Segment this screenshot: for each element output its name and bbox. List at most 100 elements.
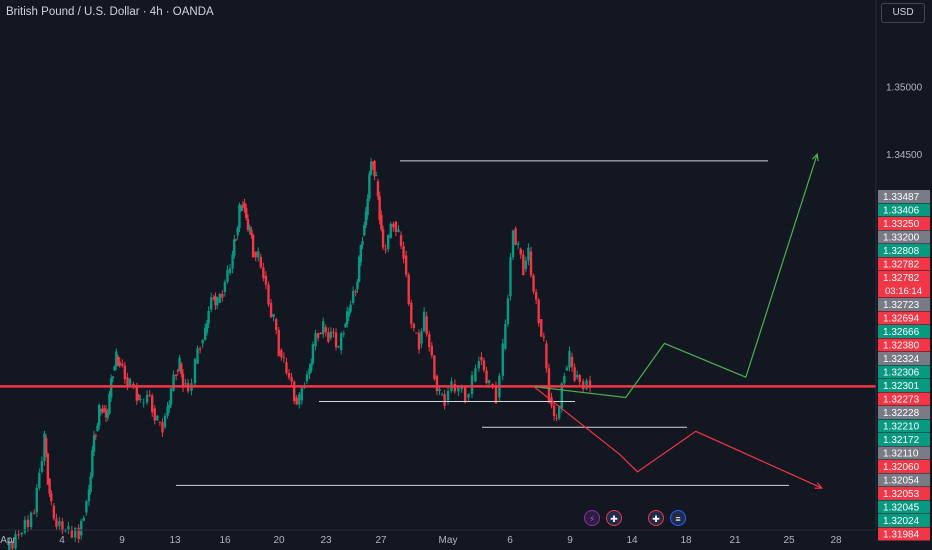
candle-body (460, 387, 463, 390)
candle-body (440, 394, 444, 396)
gb-flag-icon[interactable]: ✚ (606, 510, 622, 526)
candle-body (287, 373, 291, 378)
price-label-badge (878, 446, 930, 460)
candle-body (430, 346, 434, 356)
price-label: 1.33487 (883, 192, 920, 203)
candle-body (290, 377, 293, 382)
candle-body (46, 453, 50, 485)
candle-body (135, 385, 139, 401)
price-label-badge (878, 460, 930, 473)
candle-body (126, 377, 129, 387)
x-tick-label: 27 (375, 535, 387, 546)
candle-body (511, 230, 515, 258)
lightning-icon[interactable]: ⚡ (584, 510, 600, 526)
price-label: 1.32301 (883, 381, 920, 392)
candle-body (17, 534, 20, 536)
candle-body (570, 356, 574, 368)
candle-body (254, 251, 257, 258)
candle-body (226, 270, 229, 283)
candle-body (137, 394, 140, 400)
candle-body (38, 472, 41, 488)
candle-body (357, 256, 361, 282)
candle-body (103, 408, 106, 410)
candle-body (324, 327, 327, 333)
price-label: 1.32228 (883, 408, 920, 419)
candle-body (277, 330, 280, 357)
price-label-badge (878, 217, 930, 230)
candle-body (467, 393, 470, 398)
candle-body (108, 393, 111, 414)
candle-body (231, 254, 234, 269)
price-label-badge (878, 325, 930, 338)
price-label: 1.33250 (883, 219, 920, 230)
candle-body (542, 336, 546, 338)
candle-body (29, 512, 33, 527)
x-tick-label: 6 (507, 535, 513, 546)
price-label-badge (878, 230, 930, 244)
candle-body (529, 251, 533, 276)
candle-body (588, 380, 592, 388)
candle-body (494, 385, 498, 404)
candle-body (381, 229, 385, 248)
projection-up-path[interactable] (533, 153, 818, 399)
candle-body (345, 311, 349, 325)
x-tick-label: 16 (219, 535, 231, 546)
candle-body (55, 518, 58, 527)
candle-body (20, 532, 23, 535)
gb-flag-icon[interactable]: ✚ (648, 510, 664, 526)
us-flag-icon[interactable]: ≡ (670, 510, 686, 526)
price-label: 1.32210 (883, 422, 920, 433)
candle-body (446, 391, 450, 401)
candle-body (207, 310, 210, 324)
x-tick-label: 4 (59, 535, 65, 546)
candle-body (522, 254, 525, 276)
candle-body (228, 268, 232, 274)
candle-body (394, 221, 398, 232)
candle-body (116, 356, 120, 362)
price-label-badge (878, 257, 930, 271)
candle-body (215, 297, 219, 306)
candle-body (33, 512, 36, 514)
candle-body (363, 225, 366, 236)
price-label-badge (878, 419, 930, 433)
candle-body (234, 239, 238, 241)
candle-body (532, 275, 535, 292)
candle-body (205, 323, 209, 333)
candle-body (218, 293, 221, 303)
candle-body (470, 375, 474, 394)
countdown-label: 03:16:14 (885, 286, 922, 297)
candle-body (106, 413, 109, 418)
candle-body (337, 346, 340, 348)
candle-body (236, 227, 239, 236)
candle-body (87, 489, 91, 502)
candle-body (201, 339, 204, 344)
price-label-badge (878, 190, 930, 203)
currency-button[interactable]: USD (881, 3, 925, 23)
candle-body (40, 461, 44, 472)
candle-body (433, 355, 436, 380)
candle-body (380, 214, 383, 230)
candle-body (397, 229, 400, 232)
candle-body (344, 324, 347, 328)
candle-body (161, 422, 164, 433)
candle-body (204, 327, 207, 340)
candle-body (417, 333, 421, 350)
candle-body (558, 405, 561, 419)
projection-down-path[interactable] (533, 386, 823, 489)
candle-body (238, 204, 241, 228)
x-tick-label: May (439, 535, 458, 546)
candle-body (104, 409, 108, 418)
y-tick-label: 1.35000 (886, 83, 923, 94)
candle-body (269, 302, 273, 318)
candle-body (485, 370, 488, 384)
candle-body (339, 333, 343, 351)
candle-body (163, 415, 167, 428)
x-tick-label: 18 (680, 535, 692, 546)
candle-body (482, 360, 486, 371)
candle-body (151, 395, 154, 413)
candle-body (58, 521, 61, 526)
candle-body (142, 402, 145, 404)
candle-body (196, 348, 199, 364)
